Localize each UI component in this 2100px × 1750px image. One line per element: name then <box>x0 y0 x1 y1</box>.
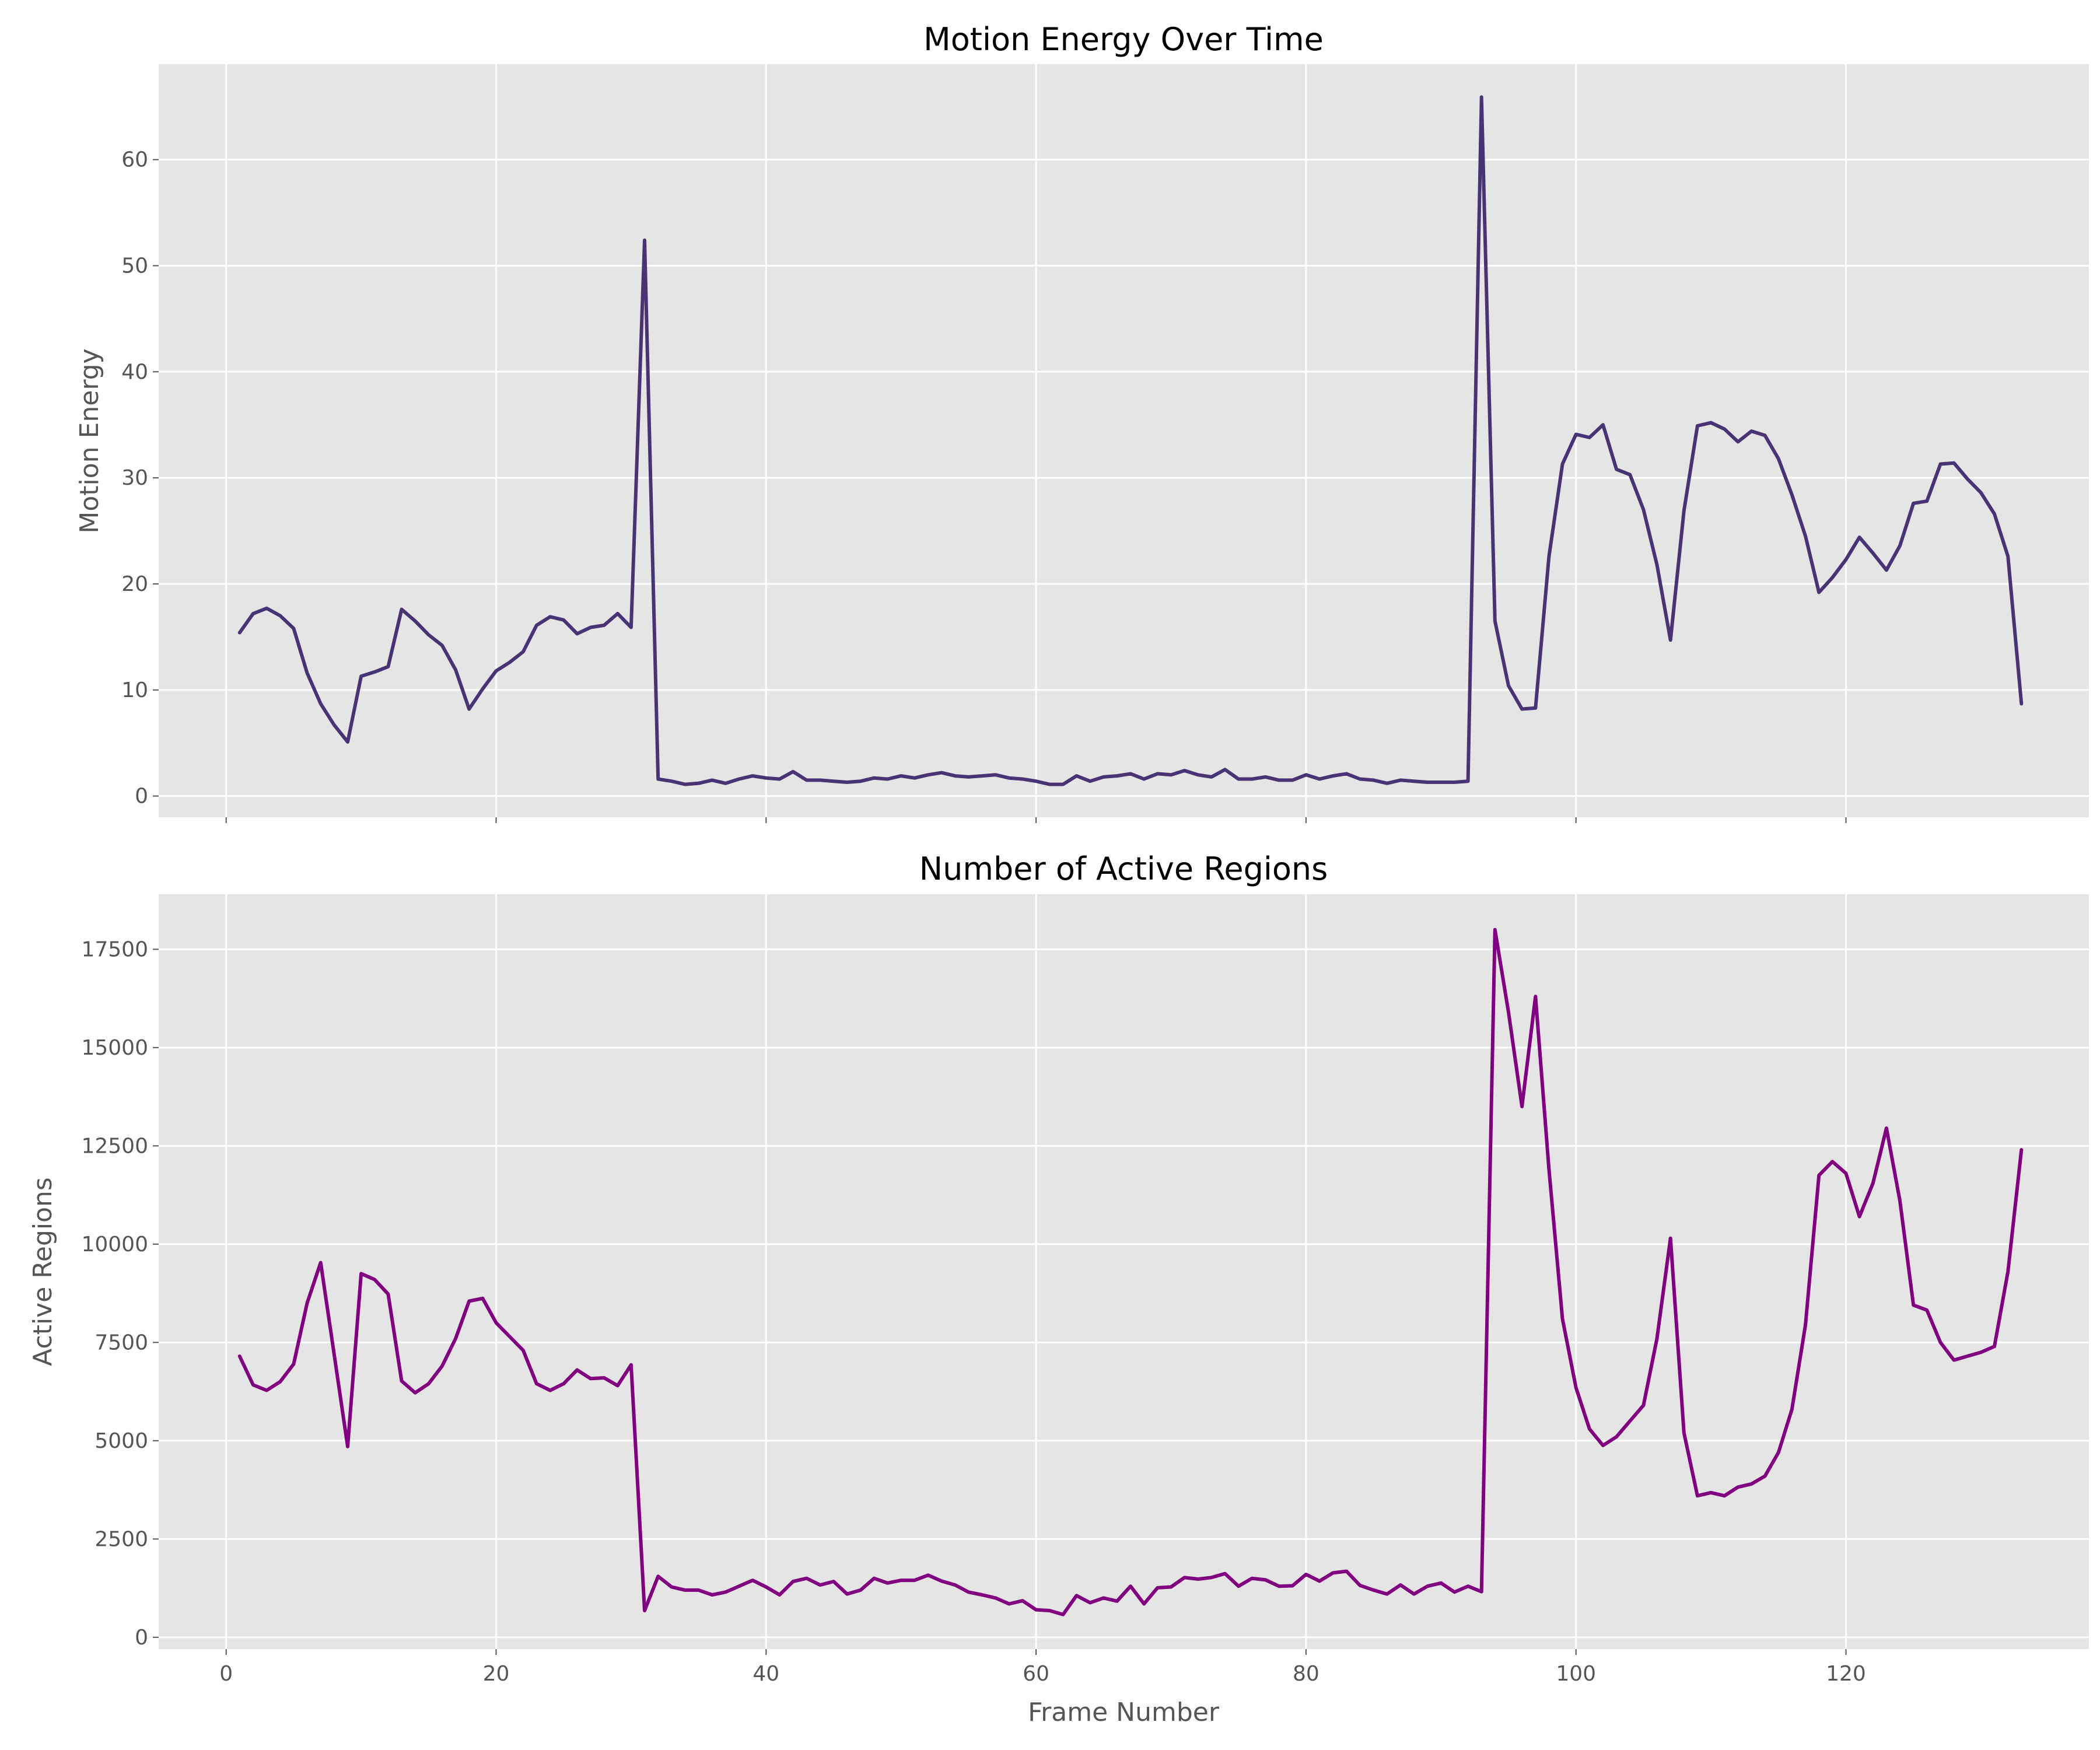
active-regions-ytick-label-2500: 2500 <box>94 1527 148 1551</box>
active-regions-series <box>237 928 2024 1616</box>
motion-energy-plot-area <box>159 64 2089 817</box>
active-regions-xtick-label-0: 0 <box>219 1662 233 1686</box>
active-regions-xtick-label-20: 20 <box>483 1662 510 1686</box>
motion-energy-ytick-label-40: 40 <box>121 360 148 384</box>
motion-energy-ticks: 0 10 20 30 40 50 60 <box>121 148 1847 823</box>
active-regions-title: Number of Active Regions <box>919 850 1328 887</box>
motion-energy-ytick-label-0: 0 <box>135 785 148 808</box>
active-regions-ytick-label-15000: 15000 <box>81 1036 148 1060</box>
active-regions-xtick-label-40: 40 <box>752 1662 779 1686</box>
motion-energy-ytick-label-60: 60 <box>121 148 148 172</box>
active-regions-grid <box>159 894 2089 1649</box>
active-regions-ytick-label-0: 0 <box>135 1626 148 1650</box>
active-regions-xlabel: Frame Number <box>1028 1698 1220 1727</box>
active-regions-ticks: 0 20 40 60 80 100 120 0 2500 5000 7500 10000 12500 15… <box>81 937 1866 1686</box>
active-regions-plot-area <box>159 894 2089 1649</box>
active-regions-xtick-label-60: 60 <box>1023 1662 1049 1686</box>
motion-energy-grid <box>159 64 2089 817</box>
motion-energy-title: Motion Energy Over Time <box>923 21 1324 58</box>
motion-energy-subplot: 0 10 20 30 40 50 60 Motion Energy Over Time Mo… <box>75 21 2089 823</box>
motion-energy-series <box>237 95 2024 786</box>
motion-energy-ytick-label-10: 10 <box>121 678 148 702</box>
motion-energy-ytick-label-30: 30 <box>121 466 148 490</box>
active-regions-ytick-label-17500: 17500 <box>81 937 148 961</box>
active-regions-subplot: 0 20 40 60 80 100 120 0 2500 5000 7500 10000 12500 15… <box>28 850 2089 1727</box>
active-regions-xtick-label-80: 80 <box>1293 1662 1320 1686</box>
active-regions-line <box>237 928 2024 1616</box>
motion-energy-ytick-label-50: 50 <box>121 254 148 278</box>
active-regions-ytick-label-5000: 5000 <box>94 1429 148 1453</box>
active-regions-xtick-label-100: 100 <box>1556 1662 1596 1686</box>
motion-energy-line <box>237 95 2024 786</box>
motion-energy-ytick-label-20: 20 <box>121 572 148 596</box>
active-regions-xtick-label-120: 120 <box>1826 1662 1866 1686</box>
active-regions-ytick-label-7500: 7500 <box>94 1331 148 1354</box>
active-regions-ytick-label-10000: 10000 <box>81 1233 148 1256</box>
motion-energy-ylabel: Motion Energy <box>75 348 104 533</box>
active-regions-ylabel: Active Regions <box>28 1177 58 1366</box>
active-regions-ytick-label-12500: 12500 <box>81 1134 148 1158</box>
